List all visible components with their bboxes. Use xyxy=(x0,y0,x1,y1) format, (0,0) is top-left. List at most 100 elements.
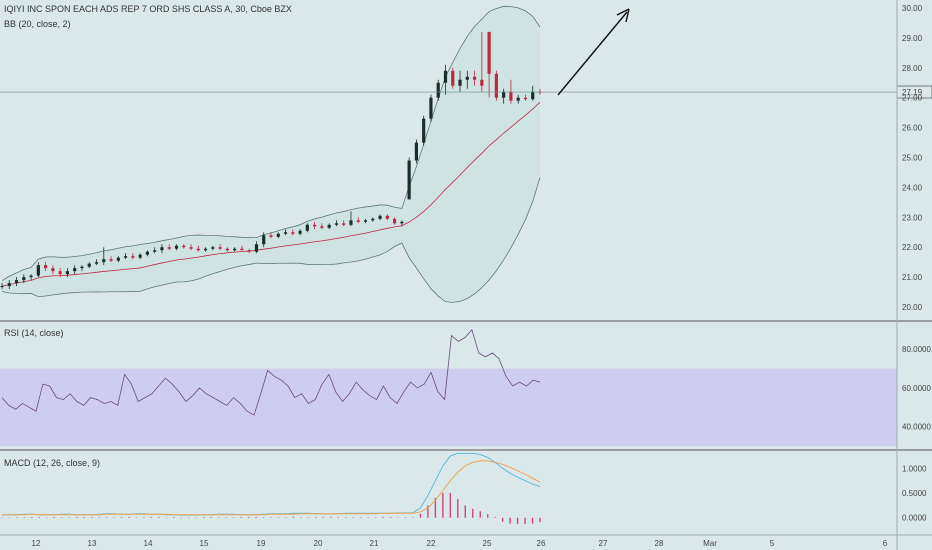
annotations: 27.19 xyxy=(0,8,932,99)
time-tick-label: 5 xyxy=(770,539,775,548)
candle-body xyxy=(472,76,477,80)
candle-body xyxy=(502,91,506,98)
rsi-legend: RSI (14, close) xyxy=(4,328,64,338)
candle-body xyxy=(523,97,528,100)
candle-body xyxy=(14,280,19,284)
time-tick-label: 26 xyxy=(537,539,546,548)
candle-body xyxy=(182,245,186,248)
candle-body xyxy=(145,251,150,255)
candle-body xyxy=(160,247,164,251)
candle-body xyxy=(167,247,171,249)
candle-body xyxy=(494,73,498,98)
time-tick-label: 21 xyxy=(370,539,379,548)
candle-body xyxy=(356,220,360,222)
candle-body xyxy=(123,256,128,258)
rsi-tick-label: 80.0000 xyxy=(902,345,931,354)
candle-body xyxy=(276,233,280,237)
candle-body xyxy=(363,220,368,222)
candle-body xyxy=(465,76,469,80)
candle-body xyxy=(36,265,40,276)
time-tick-label: 13 xyxy=(88,539,97,548)
time-tick-label: 14 xyxy=(144,539,153,548)
time-tick-label: 27 xyxy=(599,539,608,548)
price-tick-label: 25.00 xyxy=(902,154,923,163)
time-tick-label: Mar xyxy=(703,539,717,548)
candle-body xyxy=(102,259,106,263)
macd-tick-label: 0.0000 xyxy=(902,514,927,523)
bollinger-bands xyxy=(1,5,541,303)
candle-body xyxy=(189,247,193,249)
signal-line xyxy=(2,460,541,516)
price-tick-label: 26.00 xyxy=(902,124,923,133)
candle-body xyxy=(131,256,135,258)
macd-tick-label: 1.0000 xyxy=(902,464,927,473)
candle-body xyxy=(262,235,266,245)
candle-body xyxy=(240,248,244,251)
candle-body xyxy=(283,232,288,234)
candle-body xyxy=(291,232,295,234)
trend-arrow-line xyxy=(557,11,628,96)
candle-body xyxy=(385,215,389,219)
bb-legend: BB (20, close, 2) xyxy=(4,19,71,29)
candle-body xyxy=(378,215,382,219)
price-tick-label: 28.00 xyxy=(902,64,923,73)
candle-body xyxy=(225,248,229,251)
symbol-title: IQIYI INC SPON EACH ADS REP 7 ORD SHS CL… xyxy=(4,4,292,14)
time-tick-label: 19 xyxy=(257,539,266,548)
time-tick-label: 20 xyxy=(314,539,323,548)
candle-body xyxy=(509,91,513,101)
bb-fill xyxy=(2,6,540,303)
candle-body xyxy=(203,248,208,251)
macd-legend: MACD (12, 26, close, 9) xyxy=(4,458,101,468)
candle-body xyxy=(451,70,455,86)
price-tick-label: 27.00 xyxy=(902,94,923,103)
candle-body xyxy=(138,254,142,258)
candle-body xyxy=(313,224,317,227)
time-tick-label: 12 xyxy=(32,539,41,548)
candle-body xyxy=(211,247,215,249)
candle-body xyxy=(196,248,200,251)
rsi-band xyxy=(0,368,897,447)
bb-lower-line xyxy=(1,177,541,303)
price-tick-label: 21.00 xyxy=(902,273,923,282)
time-tick-label: 22 xyxy=(427,539,436,548)
candle-body xyxy=(51,268,55,272)
candle-body xyxy=(342,223,346,225)
candle-body xyxy=(247,250,251,252)
candle-body xyxy=(516,97,520,101)
candle-body xyxy=(0,286,4,288)
rsi-panel: 40.0000 60.0000 80.0000 xyxy=(0,328,931,447)
candle-body xyxy=(80,266,84,269)
rsi-tick-label: 60.0000 xyxy=(902,384,931,393)
candle-body xyxy=(305,224,309,231)
candle-body xyxy=(298,230,302,234)
candle-body xyxy=(94,262,99,264)
candle-body xyxy=(480,79,484,86)
candle-body xyxy=(7,283,11,287)
candle-body xyxy=(443,70,448,83)
candle-body xyxy=(254,244,259,252)
trend-arrow-head xyxy=(616,8,630,23)
candle-body xyxy=(44,265,48,269)
candle-body xyxy=(73,268,77,272)
time-tick-label: 6 xyxy=(883,539,888,548)
candle-body xyxy=(436,82,440,98)
candle-body xyxy=(407,160,411,200)
candle-body xyxy=(269,235,273,237)
candle-body xyxy=(320,226,324,228)
rsi-tick-label: 40.0000 xyxy=(902,423,931,432)
candle-body xyxy=(531,91,535,100)
candle-body xyxy=(153,250,157,252)
candle-body xyxy=(87,263,91,267)
price-tick-label: 30.00 xyxy=(902,4,923,13)
price-tick-label: 23.00 xyxy=(902,213,923,222)
candle-body xyxy=(400,221,404,224)
candle-body xyxy=(392,218,397,224)
candle-body xyxy=(109,259,113,261)
price-tick-label: 24.00 xyxy=(902,183,923,192)
candle-body xyxy=(414,142,419,161)
time-tick-label: 25 xyxy=(483,539,492,548)
candle-body xyxy=(371,218,375,221)
